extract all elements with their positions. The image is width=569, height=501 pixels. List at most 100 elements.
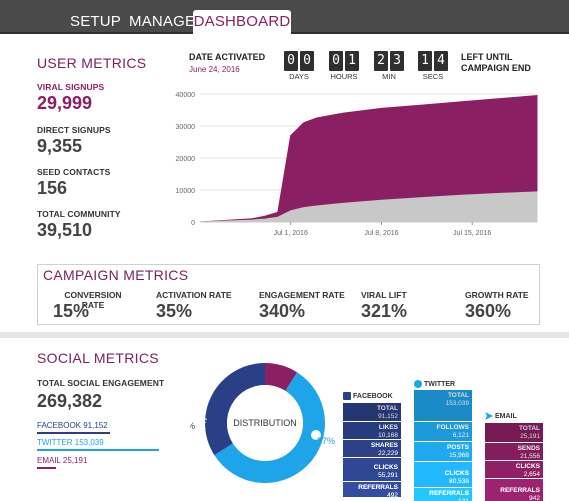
twitter-stat-value: 121 xyxy=(414,498,469,501)
chart-y-tick: 30000 xyxy=(176,124,196,131)
twitter-stat-value: 80,538 xyxy=(449,478,469,485)
twitter-stat-cell: FOLLOWS 6,121 xyxy=(414,422,472,441)
facebook-stat-label: CLICKS xyxy=(373,464,398,471)
twitter-stat-value: 153,039 xyxy=(445,400,470,407)
countdown-digit: 0 xyxy=(284,51,298,71)
donut-center-label: DISTRIBUTION xyxy=(233,418,297,428)
email-stat-label: CLICKS xyxy=(515,463,540,470)
viral-signups-label: VIRAL SIGNUPS xyxy=(37,82,105,92)
countdown-digit: 0 xyxy=(329,51,343,71)
facebook-stat-cell: REFERRALS 492 xyxy=(343,482,401,499)
engagement-rate-label: ENGAGEMENT RATE xyxy=(259,290,345,300)
countdown-digit: 1 xyxy=(418,51,432,71)
facebook-stat-value: 91,152 xyxy=(378,413,398,420)
email-stat-label: REFERRALS xyxy=(500,487,540,494)
viral-signups-value: 29,999 xyxy=(37,93,93,113)
engagement-rate-value: 340% xyxy=(259,301,306,321)
facebook-stat-cell: LIKES 10,168 xyxy=(343,422,401,439)
top-nav-bar: SETUP MANAGE DASHBOARD xyxy=(0,0,569,34)
twitter-stat-label: TOTAL xyxy=(447,392,469,399)
campaign-metrics-panel: CAMPAIGN METRICS CONVERSION RATE 15% ACT… xyxy=(37,264,540,325)
twitter-column-title: TWITTER xyxy=(424,380,456,388)
countdown-days-label: DAYS xyxy=(289,72,309,81)
countdown-secs: 1 4 xyxy=(418,51,448,71)
viral-lift-value: 321% xyxy=(361,301,408,321)
tab-setup[interactable]: SETUP xyxy=(70,13,122,30)
email-stat-cell: TOTAL 25,191 xyxy=(485,423,543,442)
twitter-stat-cell: POSTS 15,968 xyxy=(414,442,472,461)
email-engagement-link[interactable]: EMAIL 25,191 xyxy=(37,456,88,465)
countdown-hours: 0 1 xyxy=(329,51,359,71)
direct-signups-label: DIRECT SIGNUPS xyxy=(37,125,111,135)
twitter-stat-label: FOLLOWS xyxy=(436,424,470,431)
email-column-header: EMAIL xyxy=(485,412,517,420)
donut-facebook-icon: f xyxy=(202,417,208,433)
facebook-stat-label: REFERRALS xyxy=(358,484,398,491)
twitter-stat-cell: CLICKS 80,538 xyxy=(414,462,472,487)
conversion-rate-value: 15% xyxy=(53,301,90,321)
countdown-min: 2 3 xyxy=(374,51,404,71)
countdown-days: 0 0 xyxy=(284,51,314,71)
date-activated-label: DATE ACTIVATED xyxy=(189,52,266,62)
facebook-stat-value: 10,168 xyxy=(378,432,398,439)
viral-lift-label: VIRAL LIFT xyxy=(361,290,407,300)
campaign-metrics-title: CAMPAIGN METRICS xyxy=(43,267,189,283)
email-column-title: EMAIL xyxy=(495,412,517,420)
facebook-stat-cell: TOTAL 91,152 xyxy=(343,403,401,421)
chart-x-tick: Jul 1, 2016 xyxy=(274,230,308,237)
donut-twitter-icon xyxy=(311,430,321,440)
email-stat-label: SENDS xyxy=(517,445,540,452)
twitter-engagement-bar xyxy=(37,449,159,451)
tab-manage[interactable]: MANAGE xyxy=(129,13,196,30)
facebook-stat-cell: SHARES 22,229 xyxy=(343,440,401,457)
chart-y-tick: 0 xyxy=(191,220,195,227)
twitter-engagement-link[interactable]: TWITTER 153,039 xyxy=(37,438,104,447)
chart-x-tick: Jul 8, 2016 xyxy=(364,230,398,237)
tab-dashboard[interactable]: DASHBOARD xyxy=(193,10,291,34)
twitter-stat-cell: TOTAL 153,039 xyxy=(414,390,472,421)
chart-series-area xyxy=(199,191,538,223)
donut-slice xyxy=(214,372,325,483)
email-stat-value: 942 xyxy=(529,495,540,501)
email-stat-value: 2,654 xyxy=(523,471,540,478)
total-social-engagement-label: TOTAL SOCIAL ENGAGEMENT xyxy=(37,378,165,388)
twitter-column-header: TWITTER xyxy=(414,380,455,388)
signups-area-chart: 0 10000 20000 30000 40000 Jul 1, 2016 Jul 8, 2… xyxy=(176,92,538,237)
distribution-donut-chart: DISTRIBUTION f 34% 57% 9% xyxy=(190,355,335,483)
facebook-column-header: FACEBOOK xyxy=(343,392,393,400)
growth-rate-value: 360% xyxy=(465,301,512,321)
countdown-secs-label: SECS xyxy=(422,72,444,81)
donut-twitter-percent: 57% xyxy=(317,436,335,446)
email-stat-value: 21,556 xyxy=(520,453,540,460)
facebook-icon xyxy=(343,392,351,400)
direct-signups-value: 9,355 xyxy=(37,136,83,156)
activation-rate-label: ACTIVATION RATE xyxy=(156,290,232,300)
facebook-engagement-link[interactable]: FACEBOOK 91,152 xyxy=(37,421,108,430)
countdown-digit: 4 xyxy=(434,51,448,71)
email-stat-label: TOTAL xyxy=(518,425,540,432)
growth-rate-label: GROWTH RATE xyxy=(465,290,529,300)
email-stat-cell: REFERRALS 942 xyxy=(485,479,543,501)
facebook-stat-label: SHARES xyxy=(370,442,398,449)
chart-series-area xyxy=(199,95,538,223)
chart-y-tick: 10000 xyxy=(176,188,196,195)
conversion-rate-label: CONVERSION RATE xyxy=(64,290,122,310)
social-metrics-title: SOCIAL METRICS xyxy=(37,350,159,366)
twitter-stat-label: POSTS xyxy=(446,444,469,451)
donut-slice xyxy=(205,363,265,456)
chart-x-tick: Jul 15, 2016 xyxy=(453,230,491,237)
section-divider xyxy=(0,332,569,338)
countdown-digit: 2 xyxy=(374,51,388,71)
countdown-hours-label: HOURS xyxy=(330,72,358,81)
facebook-stat-value: 22,229 xyxy=(378,450,398,457)
chart-y-tick: 20000 xyxy=(176,156,196,163)
facebook-stat-cell: CLICKS 55,291 xyxy=(343,458,401,481)
donut-center xyxy=(227,385,303,461)
email-stat-cell: SENDS 21,556 xyxy=(485,443,543,460)
user-metrics-title: USER METRICS xyxy=(37,55,147,71)
total-community-label: TOTAL COMMUNITY xyxy=(37,209,121,219)
facebook-stat-value: 492 xyxy=(387,492,398,499)
seed-contacts-value: 156 xyxy=(37,178,68,198)
twitter-icon xyxy=(414,380,422,388)
donut-facebook-percent: 34% xyxy=(190,421,195,431)
